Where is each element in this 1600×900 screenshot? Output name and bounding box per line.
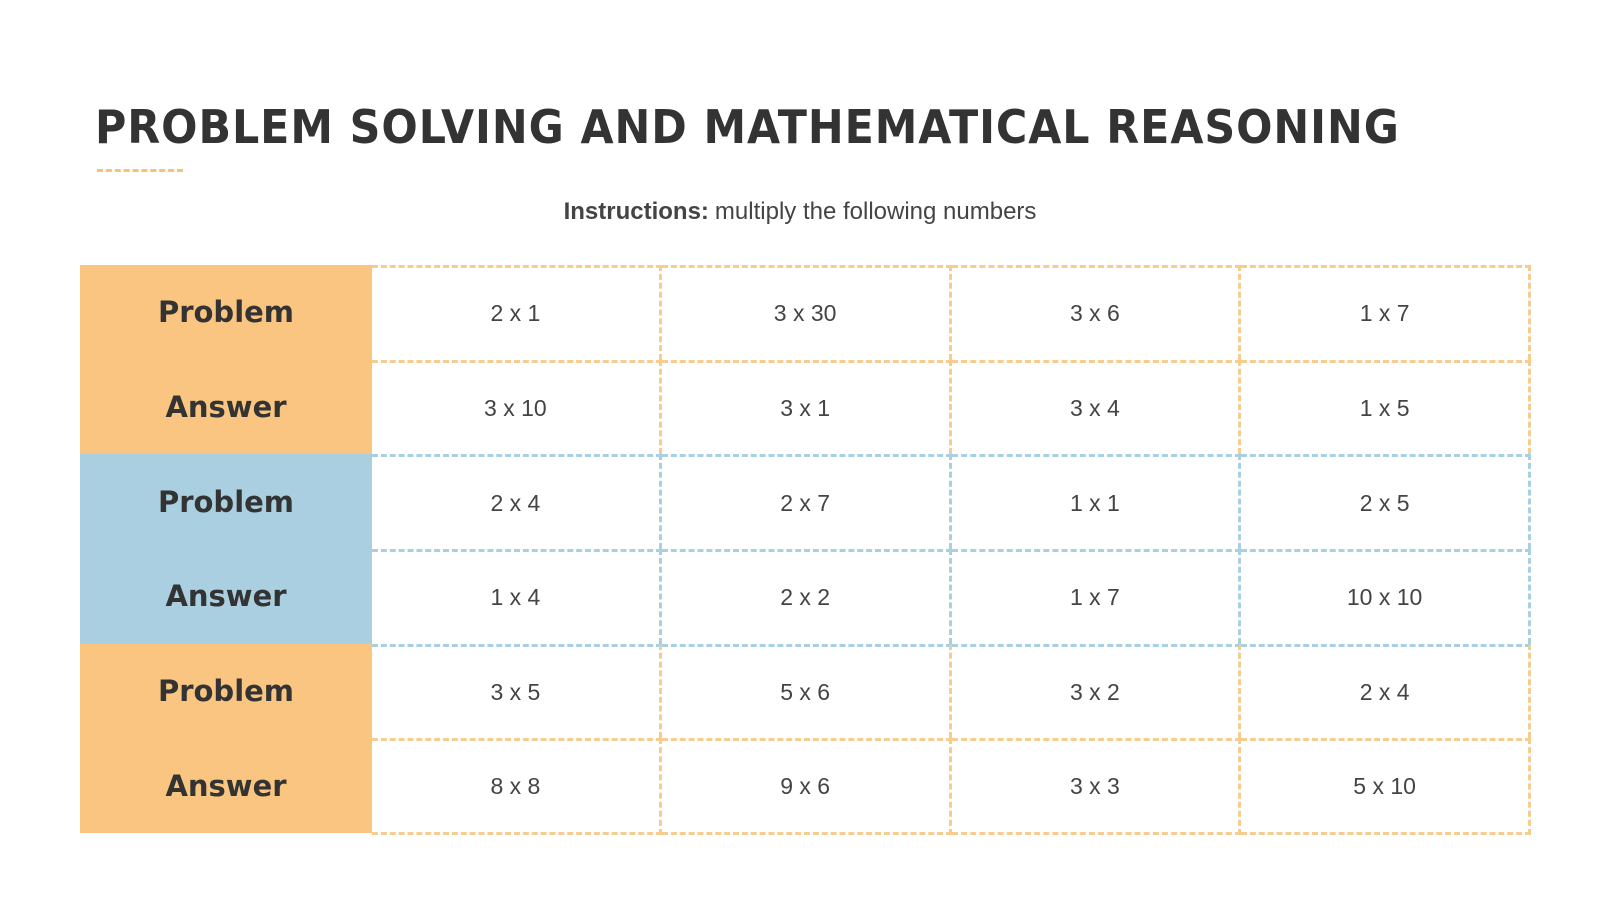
table-cell: 3 x 1 — [661, 359, 952, 455]
table-cell: 5 x 6 — [661, 643, 952, 739]
table-cell: 2 x 1 — [372, 265, 662, 360]
table-cell: 3 x 10 — [372, 359, 662, 455]
table-cell: 1 x 1 — [951, 454, 1242, 549]
row-label: Answer — [80, 549, 372, 644]
table-cell: 5 x 10 — [1241, 738, 1531, 835]
title: PROBLEM SOLVING AND MATHEMATICAL REASONI… — [95, 100, 1400, 154]
table-cell: 1 x 7 — [1241, 265, 1531, 360]
table-cell: 2 x 4 — [372, 454, 662, 549]
table-cell: 2 x 7 — [661, 454, 952, 549]
table-cell: 2 x 5 — [1241, 454, 1531, 549]
table-cell: 8 x 8 — [372, 738, 662, 835]
table-cell: 10 x 10 — [1241, 549, 1531, 644]
instructions: Instructions: multiply the following numb… — [0, 198, 1600, 226]
table-cell: 1 x 5 — [1241, 359, 1531, 455]
row-label: Problem — [80, 454, 372, 549]
instructions-text: multiply the following numbers — [714, 198, 1037, 225]
row-label: Problem — [80, 265, 372, 360]
table-cell: 3 x 6 — [951, 265, 1242, 360]
row-label: Answer — [80, 738, 372, 833]
table-cell: 1 x 4 — [372, 549, 662, 644]
table-cell: 3 x 2 — [951, 643, 1242, 739]
table-cell: 9 x 6 — [661, 738, 952, 835]
table-cell: 3 x 30 — [661, 265, 952, 360]
row-label: Answer — [80, 359, 372, 455]
row-label: Problem — [80, 643, 372, 739]
table-cell: 3 x 3 — [951, 738, 1242, 835]
table-cell: 3 x 5 — [372, 643, 662, 739]
title-underline — [97, 169, 183, 172]
table-cell: 2 x 4 — [1241, 643, 1531, 739]
table-cell: 1 x 7 — [951, 549, 1242, 644]
table-cell: 2 x 2 — [661, 549, 952, 644]
instructions-label: Instructions: — [563, 198, 709, 225]
table-cell: 3 x 4 — [951, 359, 1242, 455]
